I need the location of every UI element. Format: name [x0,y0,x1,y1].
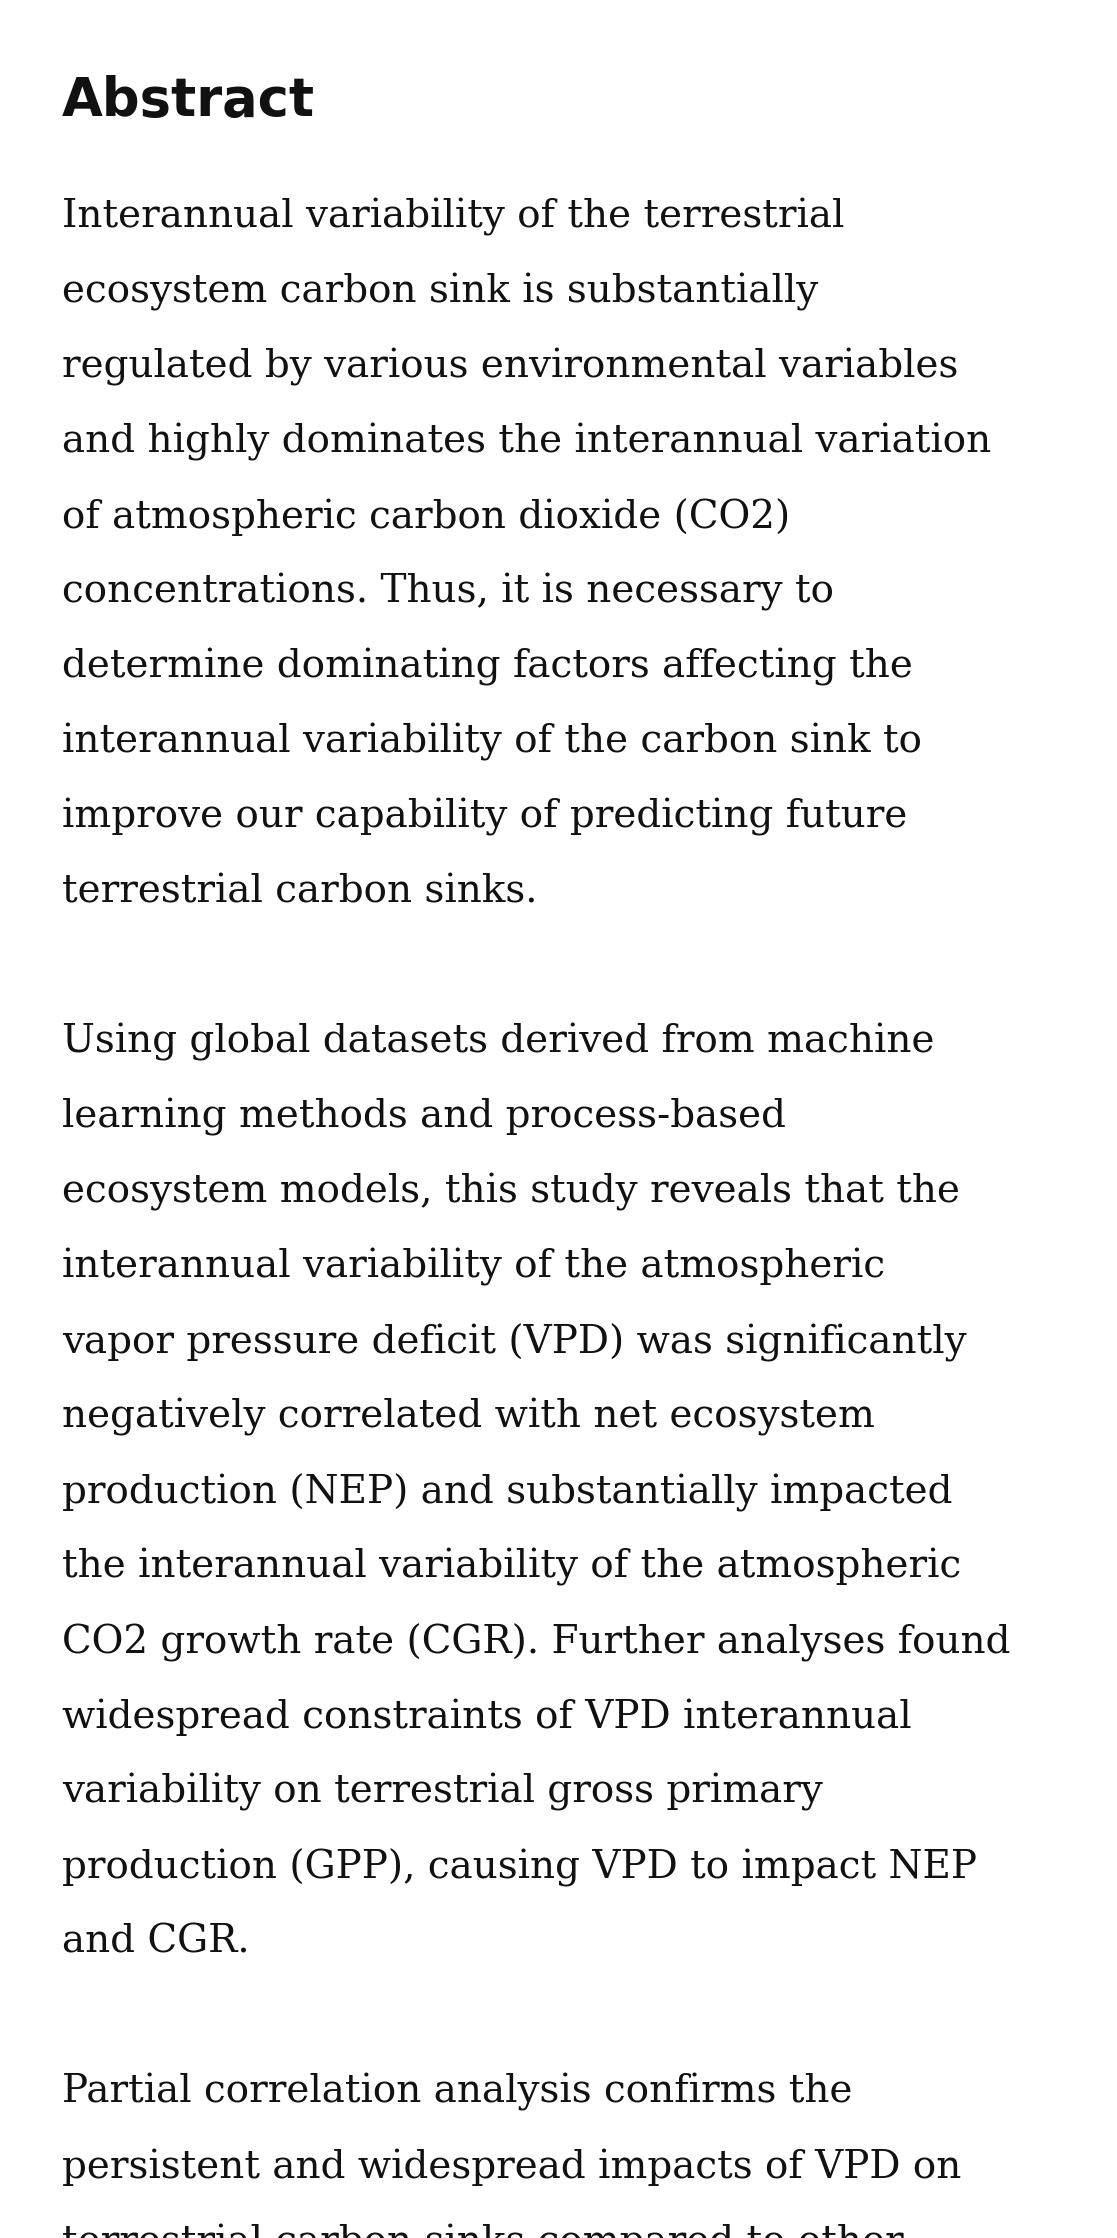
Text: production (GPP), causing VPD to impact NEP: production (GPP), causing VPD to impact … [63,1849,977,1887]
Text: Partial correlation analysis confirms the: Partial correlation analysis confirms th… [63,2072,852,2110]
Text: negatively correlated with net ecosystem: negatively correlated with net ecosystem [63,1399,875,1437]
Text: ecosystem carbon sink is substantially: ecosystem carbon sink is substantially [63,273,819,311]
Text: terrestrial carbon sinks.: terrestrial carbon sinks. [63,873,537,911]
Text: production (NEP) and substantially impacted: production (NEP) and substantially impac… [63,1473,953,1511]
Text: persistent and widespread impacts of VPD on: persistent and widespread impacts of VPD… [63,2148,962,2187]
Text: of atmospheric carbon dioxide (CO2): of atmospheric carbon dioxide (CO2) [63,499,790,537]
Text: interannual variability of the atmospheric: interannual variability of the atmospher… [63,1249,885,1287]
Text: improve our capability of predicting future: improve our capability of predicting fut… [63,799,907,837]
Text: ecosystem models, this study reveals that the: ecosystem models, this study reveals tha… [63,1173,960,1211]
Text: concentrations. Thus, it is necessary to: concentrations. Thus, it is necessary to [63,573,834,611]
Text: Abstract: Abstract [63,76,315,128]
Text: variability on terrestrial gross primary: variability on terrestrial gross primary [63,1772,823,1811]
Text: and CGR.: and CGR. [63,1922,249,1960]
Text: regulated by various environmental variables: regulated by various environmental varia… [63,349,958,387]
Text: the interannual variability of the atmospheric: the interannual variability of the atmos… [63,1549,962,1587]
Text: interannual variability of the carbon sink to: interannual variability of the carbon si… [63,723,922,761]
Text: widespread constraints of VPD interannual: widespread constraints of VPD interannua… [63,1699,911,1737]
Text: and highly dominates the interannual variation: and highly dominates the interannual var… [63,423,991,461]
Text: Using global datasets derived from machine: Using global datasets derived from machi… [63,1023,935,1061]
Text: vapor pressure deficit (VPD) was significantly: vapor pressure deficit (VPD) was signifi… [63,1323,966,1361]
Text: determine dominating factors affecting the: determine dominating factors affecting t… [63,649,913,687]
Text: learning methods and process-based: learning methods and process-based [63,1099,786,1137]
Text: terrestrial carbon sinks compared to other: terrestrial carbon sinks compared to oth… [63,2222,904,2238]
Text: CO2 growth rate (CGR). Further analyses found: CO2 growth rate (CGR). Further analyses … [63,1623,1011,1663]
Text: Interannual variability of the terrestrial: Interannual variability of the terrestri… [63,199,844,237]
